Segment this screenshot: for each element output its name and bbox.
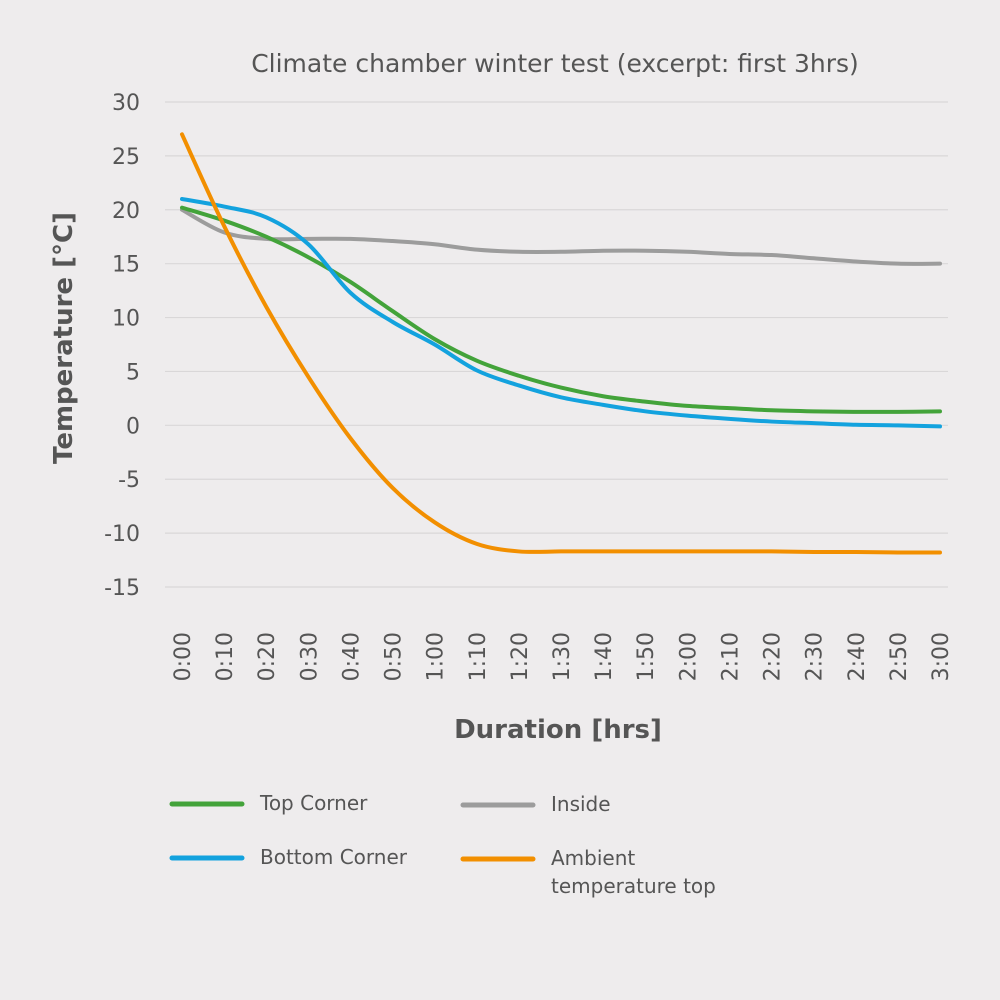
x-tick-label: 0:30 xyxy=(297,632,322,681)
y-axis-ticks: 30 25 20 15 10 5 0 -5 -10 -15 xyxy=(104,91,140,601)
x-tick-label: 1:20 xyxy=(508,632,533,681)
x-tick-label: 1:30 xyxy=(550,632,575,681)
y-tick-label: -15 xyxy=(104,576,140,601)
x-tick-label: 0:40 xyxy=(339,632,364,681)
x-tick-label: 3:00 xyxy=(929,632,954,681)
y-tick-label: 20 xyxy=(112,199,140,224)
x-tick-label: 2:00 xyxy=(676,632,701,681)
x-tick-label: 0:10 xyxy=(213,632,238,681)
series-line-bottom-corner xyxy=(180,197,942,429)
legend: Top Corner Inside Bottom Corner Ambient temp… xyxy=(169,791,716,898)
x-tick-label: 1:10 xyxy=(466,632,491,681)
y-tick-label: 30 xyxy=(112,91,140,116)
chart-title: Climate chamber winter test (excerpt: fi… xyxy=(251,49,859,78)
x-tick-label: 1:50 xyxy=(634,632,659,681)
y-tick-label: 10 xyxy=(112,307,140,332)
series-line-ambient-temperature-top xyxy=(180,132,942,555)
legend-label-top-corner: Top Corner xyxy=(259,791,368,815)
x-axis-label: Duration [hrs] xyxy=(454,715,662,745)
y-tick-label: 15 xyxy=(112,253,140,278)
x-tick-label: 2:20 xyxy=(761,632,786,681)
y-tick-label: 0 xyxy=(126,414,140,439)
x-tick-label: 2:40 xyxy=(845,632,870,681)
y-tick-label: 5 xyxy=(126,360,140,385)
series-line-top-corner xyxy=(180,205,942,414)
legend-label-ambient-temperature-top: Ambient temperature top xyxy=(551,846,716,898)
x-tick-label: 0:20 xyxy=(255,632,280,681)
x-tick-label: 2:50 xyxy=(887,632,912,681)
legend-label-bottom-corner: Bottom Corner xyxy=(260,845,408,869)
series-lines xyxy=(180,132,942,555)
x-axis-ticks: 0:00 0:10 0:20 0:30 0:40 0:50 1:00 1:10 1:20 1:30… xyxy=(171,632,954,681)
x-tick-label: 0:50 xyxy=(382,632,407,681)
x-tick-label: 2:30 xyxy=(803,632,828,681)
y-tick-label: -10 xyxy=(104,522,140,547)
legend-label-inside: Inside xyxy=(551,792,611,816)
x-tick-label: 1:00 xyxy=(424,632,449,681)
x-tick-label: 2:10 xyxy=(718,632,743,681)
grid-lines xyxy=(165,101,948,588)
x-tick-label: 1:40 xyxy=(592,632,617,681)
x-tick-label: 0:00 xyxy=(171,632,196,681)
series-line-inside xyxy=(180,207,942,266)
y-tick-label: 25 xyxy=(112,145,140,170)
y-axis-label: Temperature [°C] xyxy=(49,212,79,464)
y-tick-label: -5 xyxy=(118,468,140,493)
